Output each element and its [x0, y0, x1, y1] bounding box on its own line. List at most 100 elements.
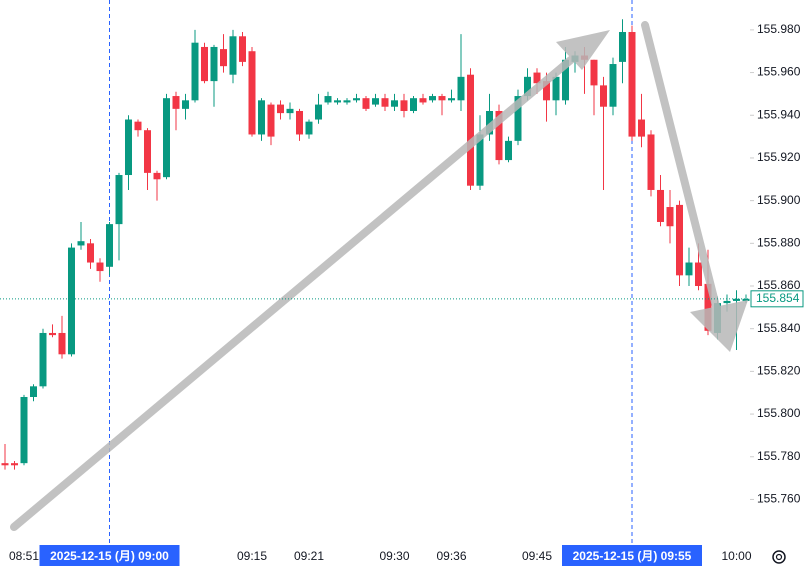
x-tick-label: 09:21	[294, 549, 324, 563]
candle-body	[600, 85, 607, 107]
candle-body	[87, 243, 94, 263]
candle-body	[533, 72, 541, 84]
candle-body	[448, 98, 455, 101]
gear[interactable]	[772, 550, 786, 564]
candle-body	[58, 332, 66, 355]
candle-body	[609, 64, 617, 107]
y-tick-label: 155.920	[757, 150, 801, 164]
candle-body	[11, 463, 18, 466]
candle-body	[457, 76, 465, 101]
candle-body	[125, 119, 132, 176]
candle-body	[210, 46, 218, 82]
candle-body	[429, 96, 436, 101]
candle-body	[381, 98, 389, 107]
candle-body	[239, 36, 246, 62]
candle-body	[49, 332, 56, 336]
candle-body	[438, 96, 446, 101]
x-tick-label: 2025-12-15 (月) 09:00	[50, 549, 169, 563]
candle-body	[220, 49, 227, 67]
y-tick-label: 155.820	[757, 364, 801, 378]
y-tick-label: 155.940	[757, 107, 801, 121]
candle-body	[695, 262, 702, 287]
candle-body	[372, 98, 379, 105]
candle-body	[267, 104, 275, 137]
y-tick-label: 155.780	[757, 449, 801, 463]
candle-body	[324, 96, 332, 103]
candle-body	[20, 396, 28, 464]
candle-body	[590, 59, 598, 86]
candle-body	[163, 98, 170, 178]
candle-body	[96, 262, 104, 272]
y-tick-label: 155.760	[757, 492, 801, 506]
candle-body	[1, 463, 9, 466]
y-tick-label: 155.800	[757, 406, 801, 420]
settings-icon[interactable]	[772, 550, 786, 564]
candle-body	[495, 110, 503, 161]
candle-body	[334, 100, 341, 103]
candle-body	[296, 110, 303, 135]
y-tick-label: 155.900	[757, 193, 801, 207]
candle-body	[400, 100, 408, 111]
candle-body	[305, 121, 313, 135]
candle-body	[419, 98, 427, 103]
candle-body	[315, 104, 322, 120]
candle-body	[733, 298, 740, 301]
candle-body	[552, 76, 560, 101]
candle-body	[362, 98, 370, 109]
candle-body	[524, 76, 531, 97]
y-tick-label: 155.880	[757, 235, 801, 249]
candle-body	[742, 298, 750, 301]
x-tick-label: 08:51	[9, 549, 39, 563]
candle-body	[106, 224, 113, 267]
x-tick-label: 2025-12-15 (月) 09:55	[573, 549, 692, 563]
candle-body	[258, 100, 265, 135]
candle-body	[153, 172, 161, 180]
candle-body	[486, 110, 493, 135]
candle-body	[647, 134, 655, 190]
candle-body	[666, 207, 674, 227]
arrow-up	[10, 44, 589, 531]
gear-center	[775, 553, 783, 561]
candle-body	[286, 108, 294, 114]
candle-body	[191, 42, 199, 101]
candle-body	[628, 32, 636, 137]
x-tick-label: 09:15	[237, 549, 267, 563]
candle-body	[115, 175, 123, 225]
x-tick-label: 09:45	[522, 549, 552, 563]
candle-body	[476, 134, 484, 186]
candle-body	[657, 189, 664, 222]
y-tick-label: 155.960	[757, 65, 801, 79]
crosshair-label-box	[562, 545, 702, 566]
candle-body	[201, 46, 208, 82]
y-tick-label: 155.840	[757, 321, 801, 335]
candle-body	[248, 51, 256, 135]
candle-body	[343, 100, 351, 103]
x-tick-label: 09:36	[436, 549, 466, 563]
candle-body	[182, 100, 189, 109]
x-tick-label: 10:00	[721, 549, 751, 563]
candle-body	[562, 59, 569, 101]
candle-body	[172, 96, 180, 109]
candle-body	[134, 121, 142, 131]
arrow-head	[556, 30, 610, 70]
candle-body	[410, 98, 417, 111]
candle-body	[723, 300, 731, 304]
candle-body	[638, 119, 645, 137]
y-tick-label: 155.980	[757, 22, 801, 36]
candle-body	[229, 36, 237, 75]
candle-body	[30, 386, 37, 397]
axis: 155.760 155.780 155.800 155.820 155.840 155.8…	[0, 22, 804, 566]
candle-body	[77, 241, 85, 246]
last-price-box	[750, 290, 804, 308]
last-price-label: 155.854	[756, 291, 800, 305]
candle-body	[676, 204, 683, 276]
candle-body	[39, 332, 47, 387]
x-tick-label: 09:30	[379, 549, 409, 563]
crosshair-label-box	[39, 545, 180, 566]
y-tick-label: 155.860	[757, 278, 801, 292]
candle-body	[277, 104, 284, 114]
candle-body	[505, 140, 512, 161]
candle-body	[68, 247, 75, 355]
